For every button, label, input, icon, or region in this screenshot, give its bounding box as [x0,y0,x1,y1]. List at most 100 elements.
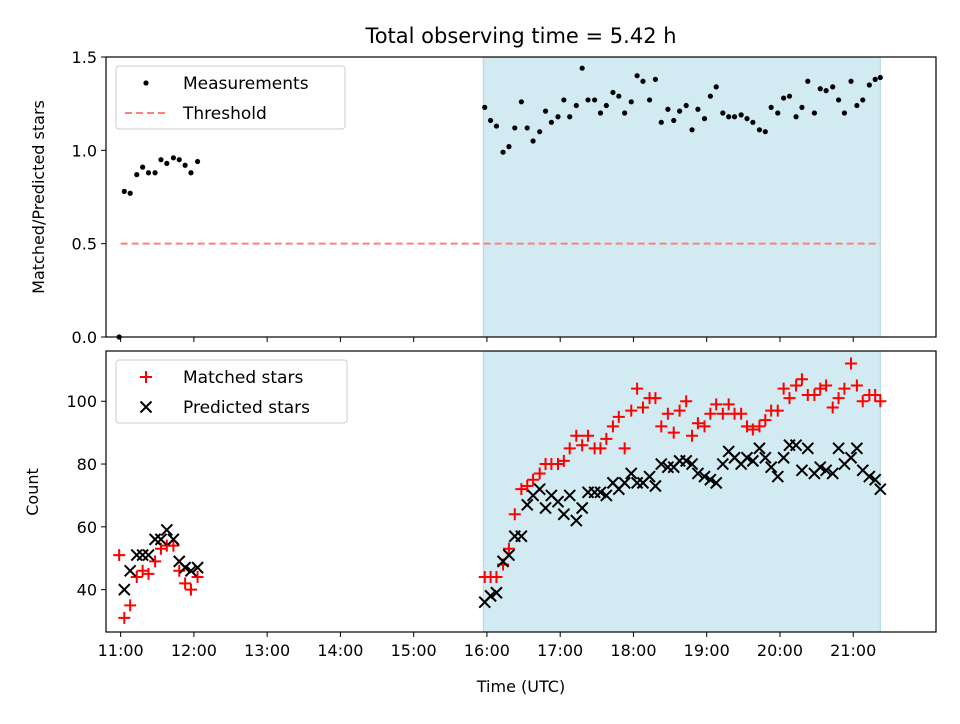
x-tick-label: 12:00 [171,641,217,660]
matched-star-point [570,429,583,442]
measurement-point [731,114,738,120]
predicted-star-point [826,467,839,480]
matched-star-point [618,442,631,455]
measurement-point [775,110,781,116]
predicted-star-point [484,589,497,603]
legend-label: Measurements [183,74,309,94]
predicted-star-point [863,470,876,483]
matched-star-point [759,414,772,427]
predicted-star-point [661,460,675,474]
predicted-star-point [801,442,815,455]
measurement-point [830,84,836,90]
legend-matched-marker [140,371,152,383]
predicted-star-point [685,457,699,471]
matched-star-point [691,417,704,430]
top-legend-box [115,65,346,130]
matched-star-point [184,583,197,596]
legend-label: Matched stars [183,368,303,388]
predicted-star-point [167,533,180,546]
matched-star-point [673,404,686,417]
predicted-star-point [570,514,583,527]
measurement-point [720,110,726,116]
predicted-star-point [588,486,601,499]
measurement-point [665,106,671,112]
matched-star-point [576,439,589,452]
matched-star-point [508,508,521,521]
matched-star-point [130,571,143,584]
x-tick-label: 17:00 [537,641,583,660]
measurement-point [597,110,604,116]
matched-star-point [563,442,576,455]
x-tick-label: 16:00 [464,641,510,660]
measurement-point [567,114,573,120]
bottom-y-tick-label: 60 [77,518,97,537]
x-axis-label: Time (UTC) [476,677,565,696]
matched-star-point [753,420,766,433]
measurement-point [835,97,842,103]
measurement-point [872,76,878,82]
predicted-star-point [184,564,198,577]
predicted-star-point [533,482,546,496]
measurement-point [695,106,701,112]
predicted-star-point [618,476,631,490]
measurement-point [537,129,543,135]
measurement-point [500,149,506,155]
measurement-point [518,99,524,105]
predicted-star-point [557,508,571,521]
measurement-point [799,104,805,110]
predicted-star-point [142,548,155,562]
measurement-point [152,170,158,176]
count-panel: 40 60 80 100 11:00 12:00 13:00 14:00 15:00 16:00 1… [66,350,937,660]
matched-star-point [582,429,595,442]
matched-star-point [832,392,845,405]
bottom-y-tick-label: 100 [66,392,97,411]
measurement-point [548,119,555,125]
matched-star-point [612,410,625,423]
measurement-point [866,82,872,88]
measurement-point [176,157,182,163]
predicted-star-point [191,561,204,574]
bottom-y-axis-label: Count [23,468,42,516]
measurement-point [188,170,194,176]
top-y-tick-label: 0.5 [72,235,97,254]
matched-star-point [490,571,503,584]
predicted-star-point [160,523,174,537]
predicted-star-point [600,489,613,502]
top-axes-frame [105,56,937,338]
matched-star-point [533,467,546,480]
measurement-point [750,119,756,125]
matched-star-point [655,420,668,433]
measurement-point [756,127,763,133]
matched-star-point [557,454,570,467]
predicted-star-point [698,470,711,483]
x-tick-label: 19:00 [684,641,730,660]
x-tick-label: 11:00 [98,641,144,660]
predicted-star-point [655,457,668,471]
measurement-point [762,129,768,135]
measurement-point [127,190,133,196]
predicted-star-point [148,533,162,546]
predicted-star-point [630,476,644,490]
matched-star-point [142,567,155,580]
measurement-point [793,114,799,120]
matched-star-point [808,388,821,401]
matched-star-point [874,395,887,408]
top-y-axis-label: Matched/Predicted stars [29,100,48,294]
matched-star-point [149,555,162,568]
measurement-point [579,65,585,71]
predicted-star-point [844,451,858,464]
matched-star-point [600,432,613,445]
measurement-point [811,110,817,116]
legend-predicted-marker [139,400,153,414]
matched-star-point [649,392,662,405]
measurement-point [610,89,616,96]
measurement-point [713,84,719,90]
matched-star-point [667,426,680,439]
matched-star-point [625,404,638,417]
matched-star-point [191,571,204,584]
measurement-point [592,97,598,103]
bottom-legend: Matched stars Predicted stars [115,359,348,424]
predicted-star-point [789,438,803,452]
matched-star-point [820,379,833,392]
matched-star-point [698,420,711,433]
